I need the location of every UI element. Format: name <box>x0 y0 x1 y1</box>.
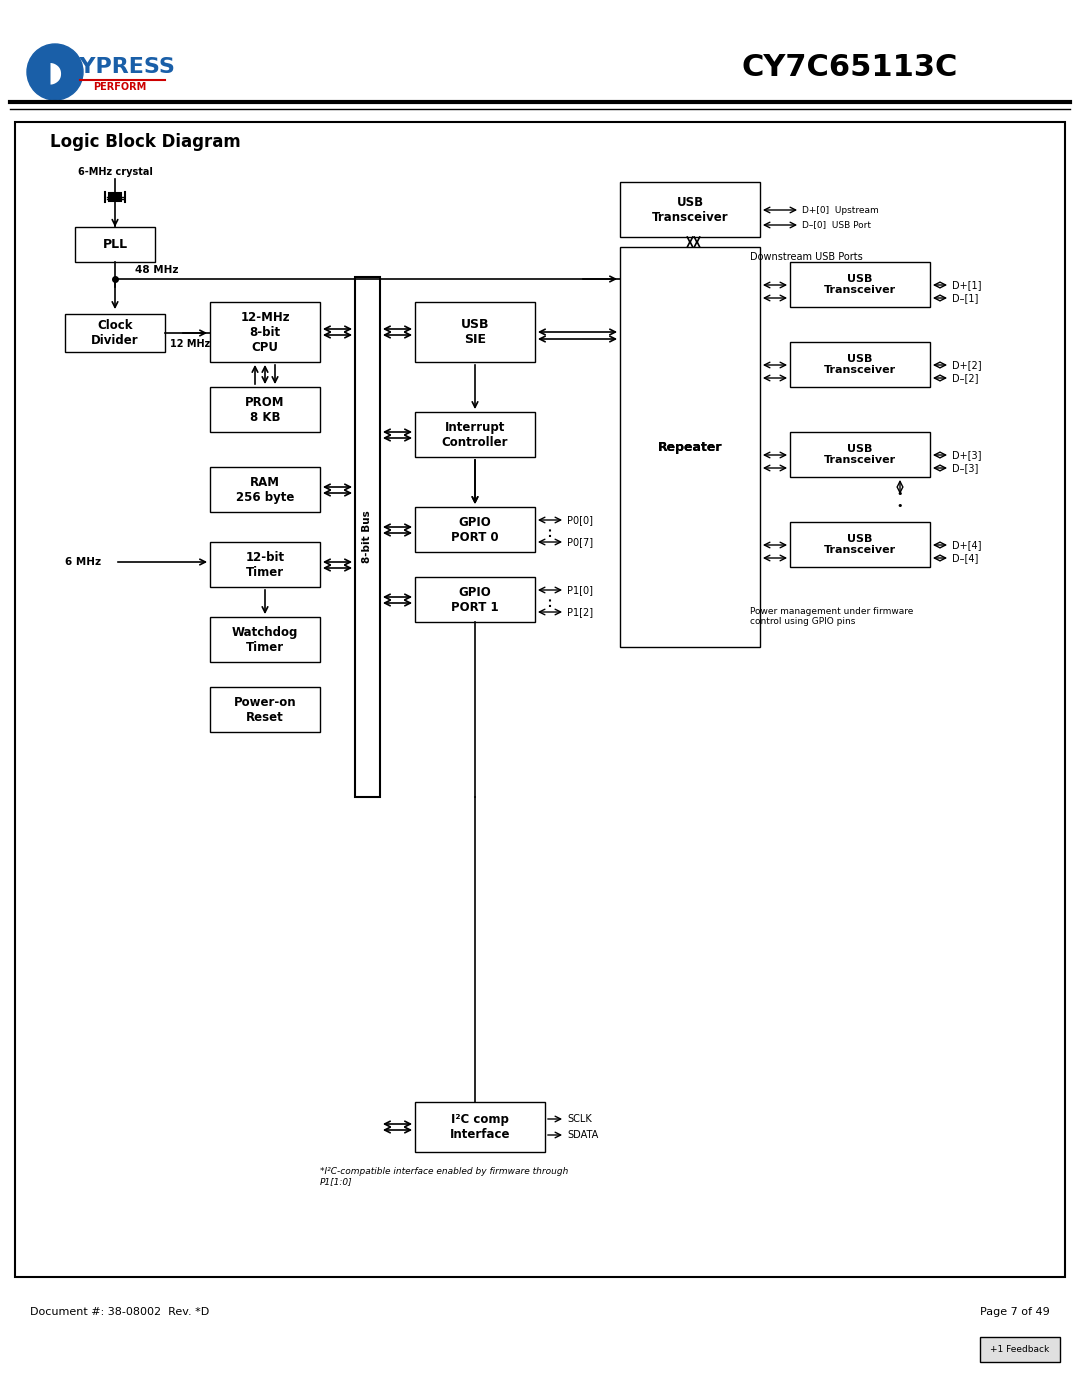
Text: D+[0]  Upstream: D+[0] Upstream <box>802 205 879 215</box>
FancyBboxPatch shape <box>415 1102 545 1153</box>
Text: *I²C-compatible interface enabled by firmware through
P1[1:0]: *I²C-compatible interface enabled by fir… <box>320 1166 568 1186</box>
FancyBboxPatch shape <box>789 263 930 307</box>
FancyBboxPatch shape <box>355 277 380 798</box>
Text: Logic Block Diagram: Logic Block Diagram <box>50 133 241 151</box>
Text: 12 MHz: 12 MHz <box>170 339 211 349</box>
Text: D+[3]: D+[3] <box>951 450 982 460</box>
FancyBboxPatch shape <box>789 342 930 387</box>
FancyBboxPatch shape <box>789 432 930 476</box>
Circle shape <box>27 43 83 101</box>
FancyBboxPatch shape <box>210 467 320 511</box>
FancyBboxPatch shape <box>210 687 320 732</box>
Text: PLL: PLL <box>103 237 127 251</box>
Text: CYPRESS: CYPRESS <box>64 57 176 77</box>
FancyBboxPatch shape <box>109 193 121 201</box>
Text: 48 MHz: 48 MHz <box>135 265 178 275</box>
Text: D–[0]  USB Port: D–[0] USB Port <box>802 221 870 229</box>
Text: D–[1]: D–[1] <box>951 293 978 303</box>
Text: USB
Transceiver: USB Transceiver <box>651 196 728 224</box>
Text: USB
Transceiver: USB Transceiver <box>824 353 896 376</box>
FancyBboxPatch shape <box>980 1337 1059 1362</box>
FancyBboxPatch shape <box>415 577 535 622</box>
Text: D+[4]: D+[4] <box>951 541 982 550</box>
FancyBboxPatch shape <box>75 226 156 263</box>
Text: P1[0]: P1[0] <box>567 585 593 595</box>
Text: CY7C65113C: CY7C65113C <box>742 53 958 81</box>
Text: SDATA: SDATA <box>567 1130 598 1140</box>
Text: Repeater: Repeater <box>658 440 723 454</box>
FancyBboxPatch shape <box>210 387 320 432</box>
Text: D–[2]: D–[2] <box>951 373 978 383</box>
Text: Interrupt
Controller: Interrupt Controller <box>442 420 509 448</box>
Text: 12-bit
Timer: 12-bit Timer <box>245 550 284 578</box>
FancyBboxPatch shape <box>210 302 320 362</box>
Text: ◗: ◗ <box>48 59 63 87</box>
FancyBboxPatch shape <box>620 247 760 647</box>
Text: +1 Feedback: +1 Feedback <box>990 1345 1050 1355</box>
Text: Clock
Divider: Clock Divider <box>91 319 139 346</box>
Text: I²C comp
Interface: I²C comp Interface <box>449 1113 510 1141</box>
Text: 12-MHz
8-bit
CPU: 12-MHz 8-bit CPU <box>240 310 289 353</box>
Text: USB
Transceiver: USB Transceiver <box>824 274 896 295</box>
Text: Downstream USB Ports: Downstream USB Ports <box>750 251 863 263</box>
Text: GPIO
PORT 0: GPIO PORT 0 <box>451 515 499 543</box>
Text: SCLK: SCLK <box>567 1113 592 1125</box>
FancyBboxPatch shape <box>15 122 1065 1277</box>
FancyBboxPatch shape <box>415 507 535 552</box>
FancyBboxPatch shape <box>65 314 165 352</box>
FancyBboxPatch shape <box>415 302 535 362</box>
Text: USB
SIE: USB SIE <box>461 319 489 346</box>
FancyBboxPatch shape <box>210 542 320 587</box>
Text: PROM
8 KB: PROM 8 KB <box>245 395 285 423</box>
Text: Power management under firmware
control using GPIO pins: Power management under firmware control … <box>750 608 914 626</box>
Text: •
•: • • <box>896 489 903 511</box>
Text: Page 7 of 49: Page 7 of 49 <box>981 1308 1050 1317</box>
Text: P0[7]: P0[7] <box>567 536 593 548</box>
FancyBboxPatch shape <box>620 182 760 237</box>
Text: D+[2]: D+[2] <box>951 360 982 370</box>
Text: Repeater: Repeater <box>658 440 723 454</box>
Text: Power-on
Reset: Power-on Reset <box>233 696 296 724</box>
FancyBboxPatch shape <box>415 412 535 457</box>
FancyBboxPatch shape <box>789 522 930 567</box>
Text: P0[0]: P0[0] <box>567 515 593 525</box>
Text: RAM
256 byte: RAM 256 byte <box>235 475 294 503</box>
Text: 8-bit Bus: 8-bit Bus <box>363 511 373 563</box>
Text: Document #: 38-08002  Rev. *D: Document #: 38-08002 Rev. *D <box>30 1308 210 1317</box>
Text: USB
Transceiver: USB Transceiver <box>824 534 896 555</box>
Text: 6-MHz crystal: 6-MHz crystal <box>78 168 152 177</box>
Text: 6 MHz: 6 MHz <box>65 557 102 567</box>
Text: D+[1]: D+[1] <box>951 279 982 291</box>
Text: GPIO
PORT 1: GPIO PORT 1 <box>451 585 499 613</box>
Text: USB
Transceiver: USB Transceiver <box>824 444 896 465</box>
Text: D–[4]: D–[4] <box>951 553 978 563</box>
Text: D–[3]: D–[3] <box>951 462 978 474</box>
Text: PERFORM: PERFORM <box>93 82 147 92</box>
Text: P1[2]: P1[2] <box>567 608 593 617</box>
FancyBboxPatch shape <box>210 617 320 662</box>
Text: Watchdog
Timer: Watchdog Timer <box>232 626 298 654</box>
